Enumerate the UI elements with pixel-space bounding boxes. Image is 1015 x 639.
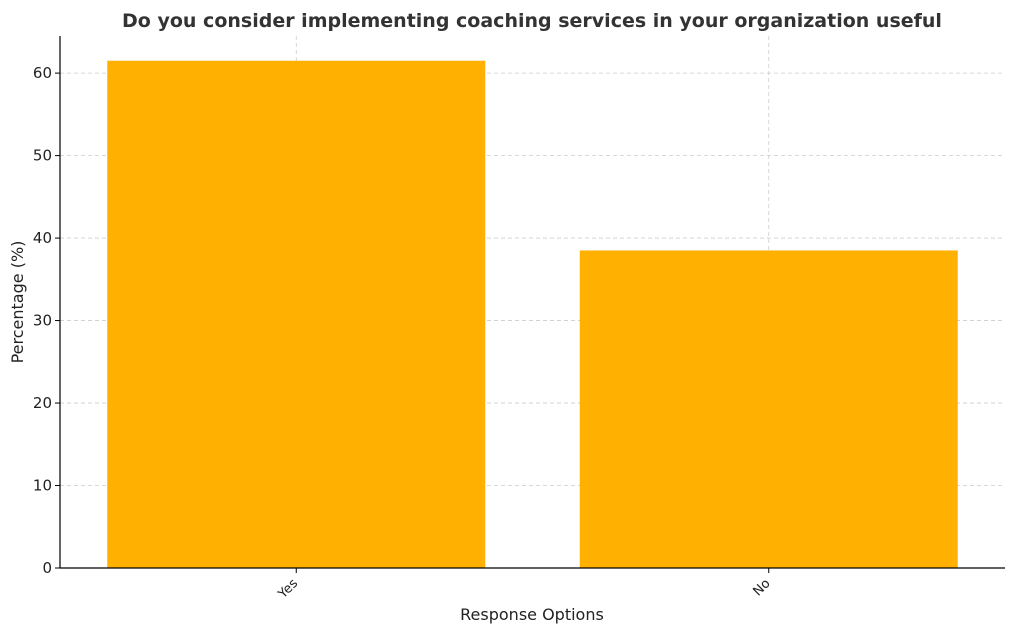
y-axis-label: Percentage (%) [8,241,27,364]
x-tick-label: Yes [275,576,301,602]
x-axis-ticks: Yes No [275,568,774,602]
bar-yes [107,60,486,568]
bars [107,60,958,568]
bar-no [579,250,958,568]
axes [59,36,1005,569]
y-tick-label: 50 [33,147,52,165]
y-axis-ticks: 0 10 20 30 40 50 60 [33,64,60,577]
y-tick-label: 0 [42,559,52,577]
y-tick-label: 20 [33,394,52,412]
y-tick-label: 40 [33,229,52,247]
x-tick-label: No [750,576,773,599]
chart-title: Do you consider implementing coaching se… [122,10,942,32]
y-tick-label: 60 [33,64,52,82]
y-tick-label: 10 [33,477,52,495]
y-tick-label: 30 [33,312,52,330]
x-axis-label: Response Options [460,605,604,624]
